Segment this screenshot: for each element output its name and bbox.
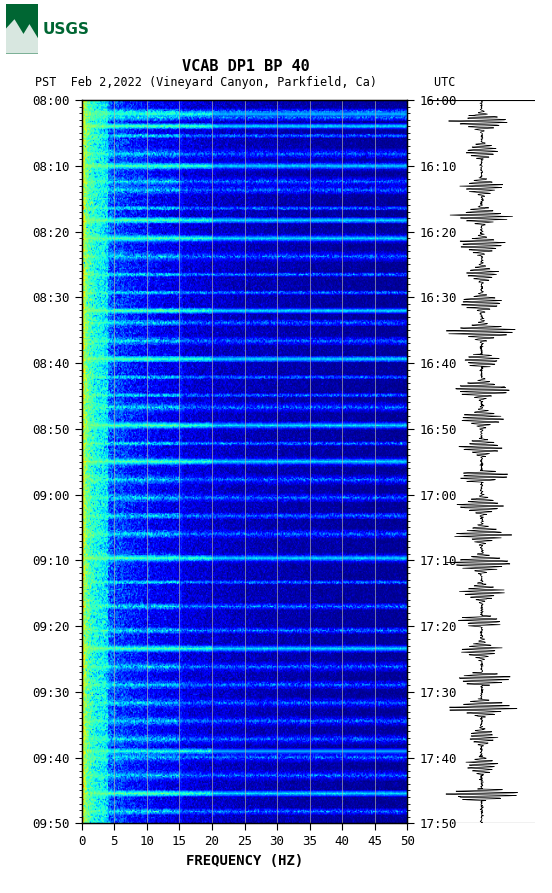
Polygon shape [6,4,39,54]
Polygon shape [6,20,39,54]
X-axis label: FREQUENCY (HZ): FREQUENCY (HZ) [186,854,303,868]
Text: USGS: USGS [43,21,89,37]
Text: VCAB DP1 BP 40: VCAB DP1 BP 40 [182,59,310,74]
Text: PST  Feb 2,2022 (Vineyard Canyon, Parkfield, Ca)        UTC: PST Feb 2,2022 (Vineyard Canyon, Parkfie… [35,76,456,89]
